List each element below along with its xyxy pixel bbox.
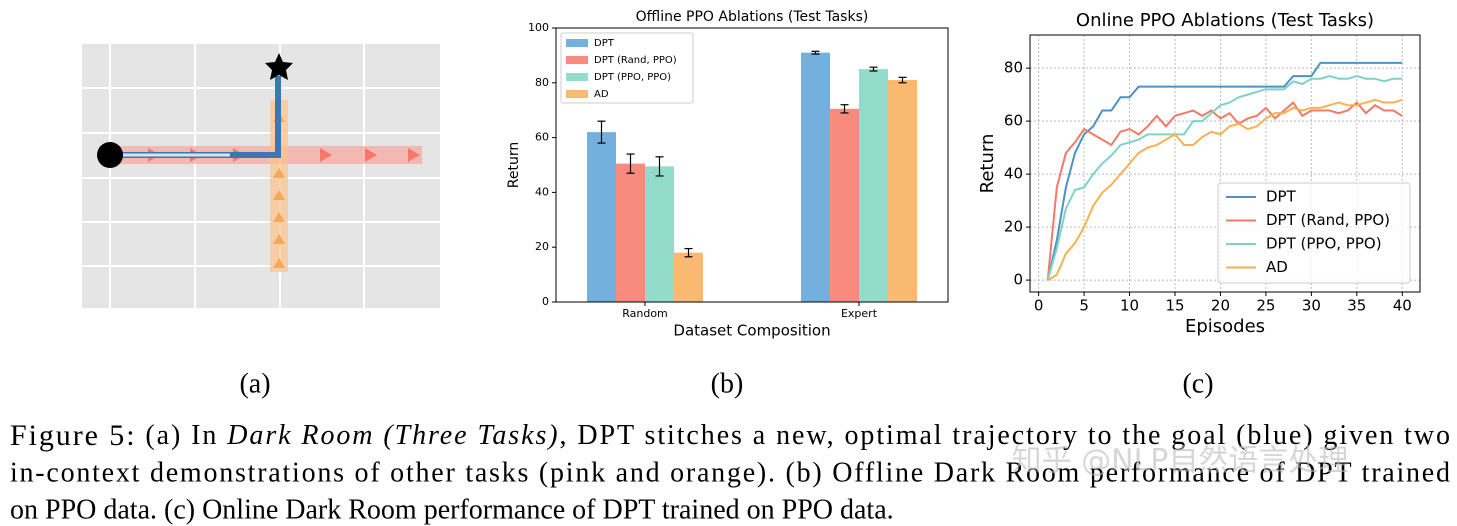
bar bbox=[616, 163, 645, 302]
line-series bbox=[1046, 75, 1403, 281]
bar bbox=[859, 69, 888, 302]
y-tick-label: 20 bbox=[1004, 218, 1023, 236]
error-bar bbox=[655, 156, 664, 177]
y-tick-label: 40 bbox=[1004, 165, 1023, 183]
legend-box bbox=[560, 32, 694, 104]
error-bar bbox=[626, 153, 635, 174]
y-tick-label: 40 bbox=[535, 185, 549, 198]
bar-chart: Offline PPO Ablations (Test Tasks) Datase… bbox=[506, 9, 949, 340]
bar bbox=[888, 80, 917, 302]
chart-title: Offline PPO Ablations (Test Tasks) bbox=[636, 9, 869, 25]
line-chart: Online PPO Ablations (Test Tasks) Episode… bbox=[977, 10, 1421, 337]
y-tick-label: 60 bbox=[1004, 112, 1023, 130]
x-tick-label: 25 bbox=[1256, 297, 1275, 315]
error-bar bbox=[684, 247, 693, 258]
y-axis-label: Return bbox=[506, 142, 522, 188]
x-tick-label: 20 bbox=[1211, 297, 1230, 315]
y-tick-label: 80 bbox=[535, 76, 549, 89]
gridworld bbox=[82, 44, 440, 308]
legend-label: AD bbox=[594, 89, 609, 100]
y-tick-label: 0 bbox=[542, 295, 549, 308]
x-tick-label: 10 bbox=[1120, 297, 1139, 315]
x-tick-label: 15 bbox=[1165, 297, 1184, 315]
y-tick-label: 100 bbox=[528, 21, 549, 34]
line-series bbox=[1046, 101, 1403, 281]
legend-label: AD bbox=[1266, 258, 1288, 276]
error-bar bbox=[811, 50, 820, 55]
y-tick-label: 0 bbox=[1013, 271, 1023, 289]
legend-label: DPT (Rand, PPO) bbox=[594, 55, 677, 66]
x-tick-label: 5 bbox=[1079, 297, 1089, 315]
line-series bbox=[1046, 61, 1403, 281]
plot-frame bbox=[1029, 34, 1421, 293]
bar bbox=[587, 132, 616, 302]
x-tick-label: 30 bbox=[1302, 297, 1321, 315]
x-tick-label: 0 bbox=[1034, 297, 1044, 315]
panel-label: (a) bbox=[239, 368, 270, 399]
bar bbox=[830, 108, 859, 302]
watermark: 知乎 @NLP自然语言处理 bbox=[1012, 444, 1349, 479]
line-series bbox=[1047, 98, 1403, 281]
y-tick-label: 80 bbox=[1004, 59, 1023, 77]
x-axis-label: Dataset Composition bbox=[673, 322, 830, 340]
legend-swatch bbox=[566, 90, 588, 98]
x-tick-label: 35 bbox=[1347, 297, 1366, 315]
x-axis-label: Episodes bbox=[1185, 316, 1265, 337]
legend-label: DPT bbox=[594, 38, 615, 49]
x-tick-label: Random bbox=[622, 307, 668, 320]
y-tick-label: 20 bbox=[535, 240, 549, 253]
bar bbox=[645, 166, 674, 302]
bar bbox=[801, 52, 830, 302]
caption-text: (a) In bbox=[145, 420, 225, 451]
x-tick-label: 40 bbox=[1393, 297, 1412, 315]
caption-italic: Dark Room (Three Tasks) bbox=[226, 420, 557, 451]
panel-label: (b) bbox=[711, 368, 744, 399]
chart-title: Online PPO Ablations (Test Tasks) bbox=[1076, 10, 1374, 31]
legend-label: DPT bbox=[1266, 188, 1297, 206]
error-bar bbox=[869, 66, 878, 72]
x-tick-label: Expert bbox=[841, 307, 878, 320]
y-axis-label: Return bbox=[977, 134, 998, 194]
caption-line: in-context demonstrations of other tasks… bbox=[10, 457, 1450, 488]
figure-label: Figure 5: bbox=[10, 419, 135, 452]
legend-swatch bbox=[566, 56, 588, 64]
legend-label: DPT (PPO, PPO) bbox=[1266, 235, 1382, 253]
legend-box bbox=[1217, 182, 1411, 284]
error-bar bbox=[597, 120, 606, 144]
legend-label: DPT (PPO, PPO) bbox=[594, 72, 671, 83]
legend-label: DPT (Rand, PPO) bbox=[1266, 211, 1390, 229]
error-bar bbox=[898, 76, 907, 84]
bar bbox=[674, 252, 703, 302]
panel-label: (c) bbox=[1182, 368, 1213, 399]
plot-frame bbox=[555, 27, 949, 303]
caption-line: on PPO data. (c) Online Dark Room perfor… bbox=[10, 494, 894, 525]
legend-swatch bbox=[566, 39, 588, 47]
legend-swatch bbox=[566, 73, 588, 81]
y-tick-label: 60 bbox=[535, 131, 549, 144]
error-bar bbox=[840, 104, 849, 114]
